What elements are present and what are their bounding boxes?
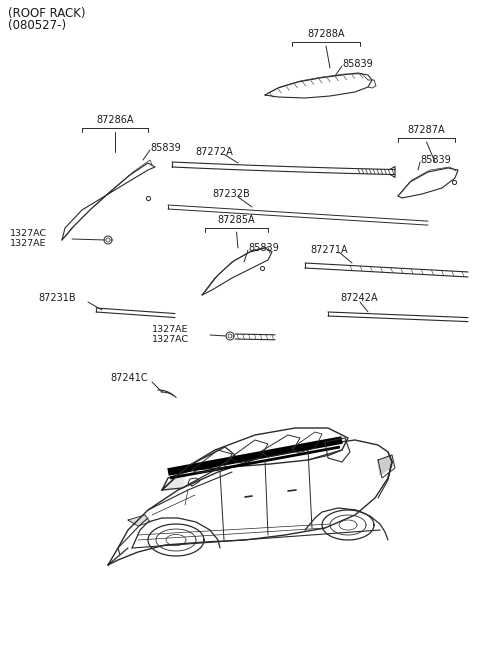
Text: (ROOF RACK): (ROOF RACK) [8,7,85,20]
Text: 1327AC: 1327AC [10,230,47,239]
Text: 85839: 85839 [420,155,451,165]
Text: 87271A: 87271A [310,245,348,255]
Text: 87286A: 87286A [96,115,134,125]
Text: 85839: 85839 [342,59,373,69]
Text: 85839: 85839 [248,243,279,253]
Text: (080527-): (080527-) [8,18,66,31]
Text: 87241C: 87241C [110,373,148,383]
Text: 1327AC: 1327AC [152,335,189,344]
Text: 87287A: 87287A [408,125,445,135]
Text: 87288A: 87288A [307,29,345,39]
Text: 87231B: 87231B [38,293,76,303]
Text: 87242A: 87242A [340,293,378,303]
Text: 1327AE: 1327AE [10,239,47,249]
Text: 87285A: 87285A [218,215,255,225]
Text: 85839: 85839 [150,143,181,153]
Polygon shape [128,515,148,525]
Text: 87272A: 87272A [195,147,233,157]
Text: 87232B: 87232B [212,189,250,199]
Text: 1327AE: 1327AE [152,325,189,335]
Polygon shape [162,466,188,490]
Polygon shape [378,455,393,475]
